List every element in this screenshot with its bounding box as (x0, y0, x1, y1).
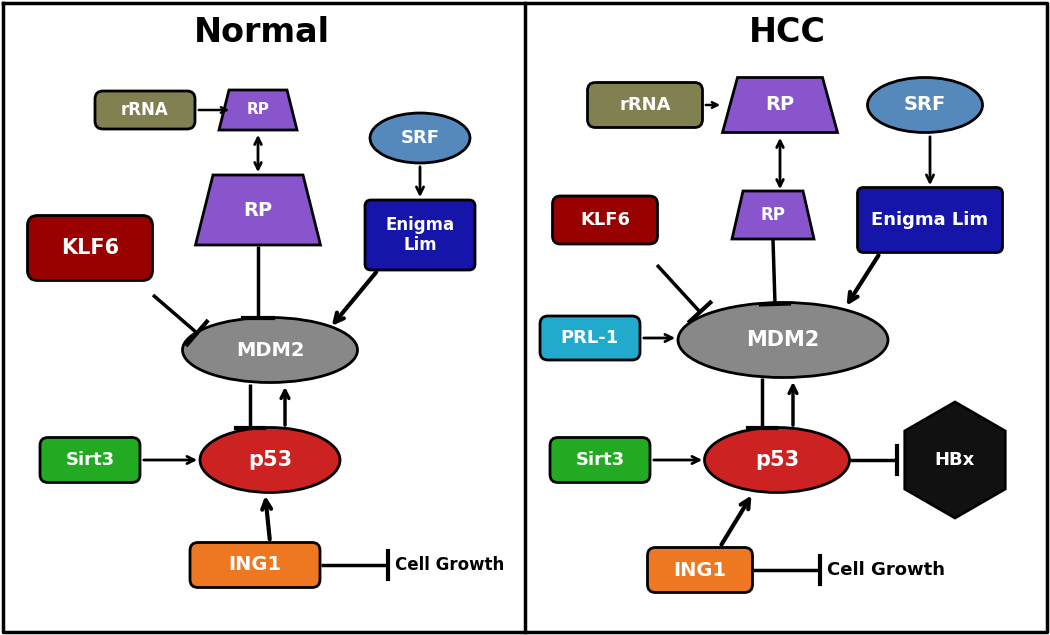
Text: SRF: SRF (904, 95, 946, 114)
Text: RP: RP (247, 102, 270, 117)
Text: Cell Growth: Cell Growth (395, 556, 504, 574)
Polygon shape (905, 402, 1005, 518)
Ellipse shape (678, 302, 888, 377)
Text: MDM2: MDM2 (747, 330, 820, 350)
Text: KLF6: KLF6 (61, 238, 119, 258)
Ellipse shape (370, 113, 470, 163)
Text: HCC: HCC (749, 15, 825, 48)
Text: Enigma Lim: Enigma Lim (872, 211, 988, 229)
FancyBboxPatch shape (94, 91, 195, 129)
FancyBboxPatch shape (648, 547, 753, 592)
Text: ING1: ING1 (673, 561, 727, 580)
FancyBboxPatch shape (588, 83, 702, 128)
Text: RP: RP (765, 95, 795, 114)
Text: Enigma
Lim: Enigma Lim (385, 216, 455, 255)
Text: RP: RP (244, 201, 273, 220)
Text: SRF: SRF (400, 129, 440, 147)
Text: p53: p53 (248, 450, 292, 470)
Text: PRL-1: PRL-1 (561, 329, 620, 347)
FancyBboxPatch shape (550, 438, 650, 483)
Text: p53: p53 (755, 450, 799, 470)
Text: rRNA: rRNA (121, 101, 169, 119)
Text: Sirt3: Sirt3 (575, 451, 625, 469)
Ellipse shape (200, 427, 340, 493)
Text: ING1: ING1 (229, 556, 281, 575)
Polygon shape (732, 191, 814, 239)
Text: HBx: HBx (934, 451, 975, 469)
Text: Normal: Normal (194, 15, 330, 48)
FancyBboxPatch shape (27, 215, 152, 281)
Text: Sirt3: Sirt3 (65, 451, 114, 469)
FancyBboxPatch shape (540, 316, 640, 360)
FancyBboxPatch shape (858, 187, 1003, 253)
FancyBboxPatch shape (365, 200, 475, 270)
FancyBboxPatch shape (190, 542, 320, 587)
Ellipse shape (183, 318, 357, 382)
Text: Cell Growth: Cell Growth (827, 561, 945, 579)
Ellipse shape (867, 77, 983, 133)
Polygon shape (722, 77, 838, 133)
Text: RP: RP (760, 206, 785, 224)
FancyBboxPatch shape (40, 438, 140, 483)
Text: MDM2: MDM2 (236, 340, 304, 359)
Ellipse shape (705, 427, 849, 493)
Polygon shape (195, 175, 320, 245)
Polygon shape (219, 90, 297, 130)
Text: KLF6: KLF6 (580, 211, 630, 229)
FancyBboxPatch shape (552, 196, 657, 244)
Text: rRNA: rRNA (620, 96, 671, 114)
